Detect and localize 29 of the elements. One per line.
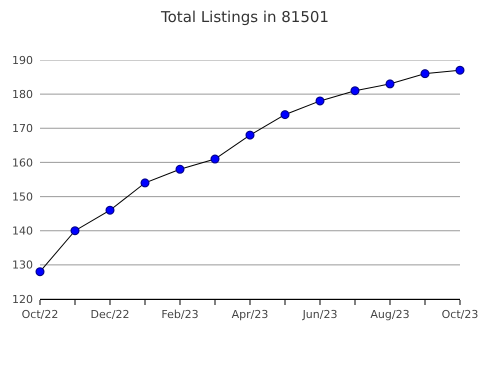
point	[176, 164, 184, 174]
x-tick-label: Jun/23	[302, 308, 338, 322]
y-tick-label: 150	[12, 190, 33, 204]
y-tick-label: 170	[12, 122, 33, 136]
point	[350, 86, 360, 96]
y-tick-label: 190	[12, 54, 33, 67]
x-tick-label: Apr/23	[232, 308, 268, 322]
x-tick-label: Dec/22	[90, 308, 130, 322]
point	[316, 96, 324, 106]
point	[36, 267, 44, 276]
point	[106, 206, 114, 215]
x-tick-label: Oct/23	[442, 308, 478, 322]
point	[420, 69, 430, 78]
x-tick-label: Feb/23	[161, 308, 199, 322]
x-tick-label: Aug/23	[370, 308, 410, 322]
point	[70, 226, 80, 236]
y-tick-label: 160	[12, 156, 33, 170]
point	[140, 178, 150, 188]
point	[386, 79, 394, 88]
point	[280, 110, 290, 120]
y-tick-label: 130	[12, 258, 33, 272]
y-tick-label: 120	[12, 292, 33, 306]
y-tick-label: 180	[12, 88, 33, 101]
point	[456, 66, 464, 75]
point	[246, 130, 254, 140]
point	[210, 154, 220, 164]
x-tick-label: Oct/22	[22, 308, 58, 322]
y-tick-label: 140	[12, 224, 33, 238]
chart-title: Total Listings in 81501	[160, 8, 329, 26]
